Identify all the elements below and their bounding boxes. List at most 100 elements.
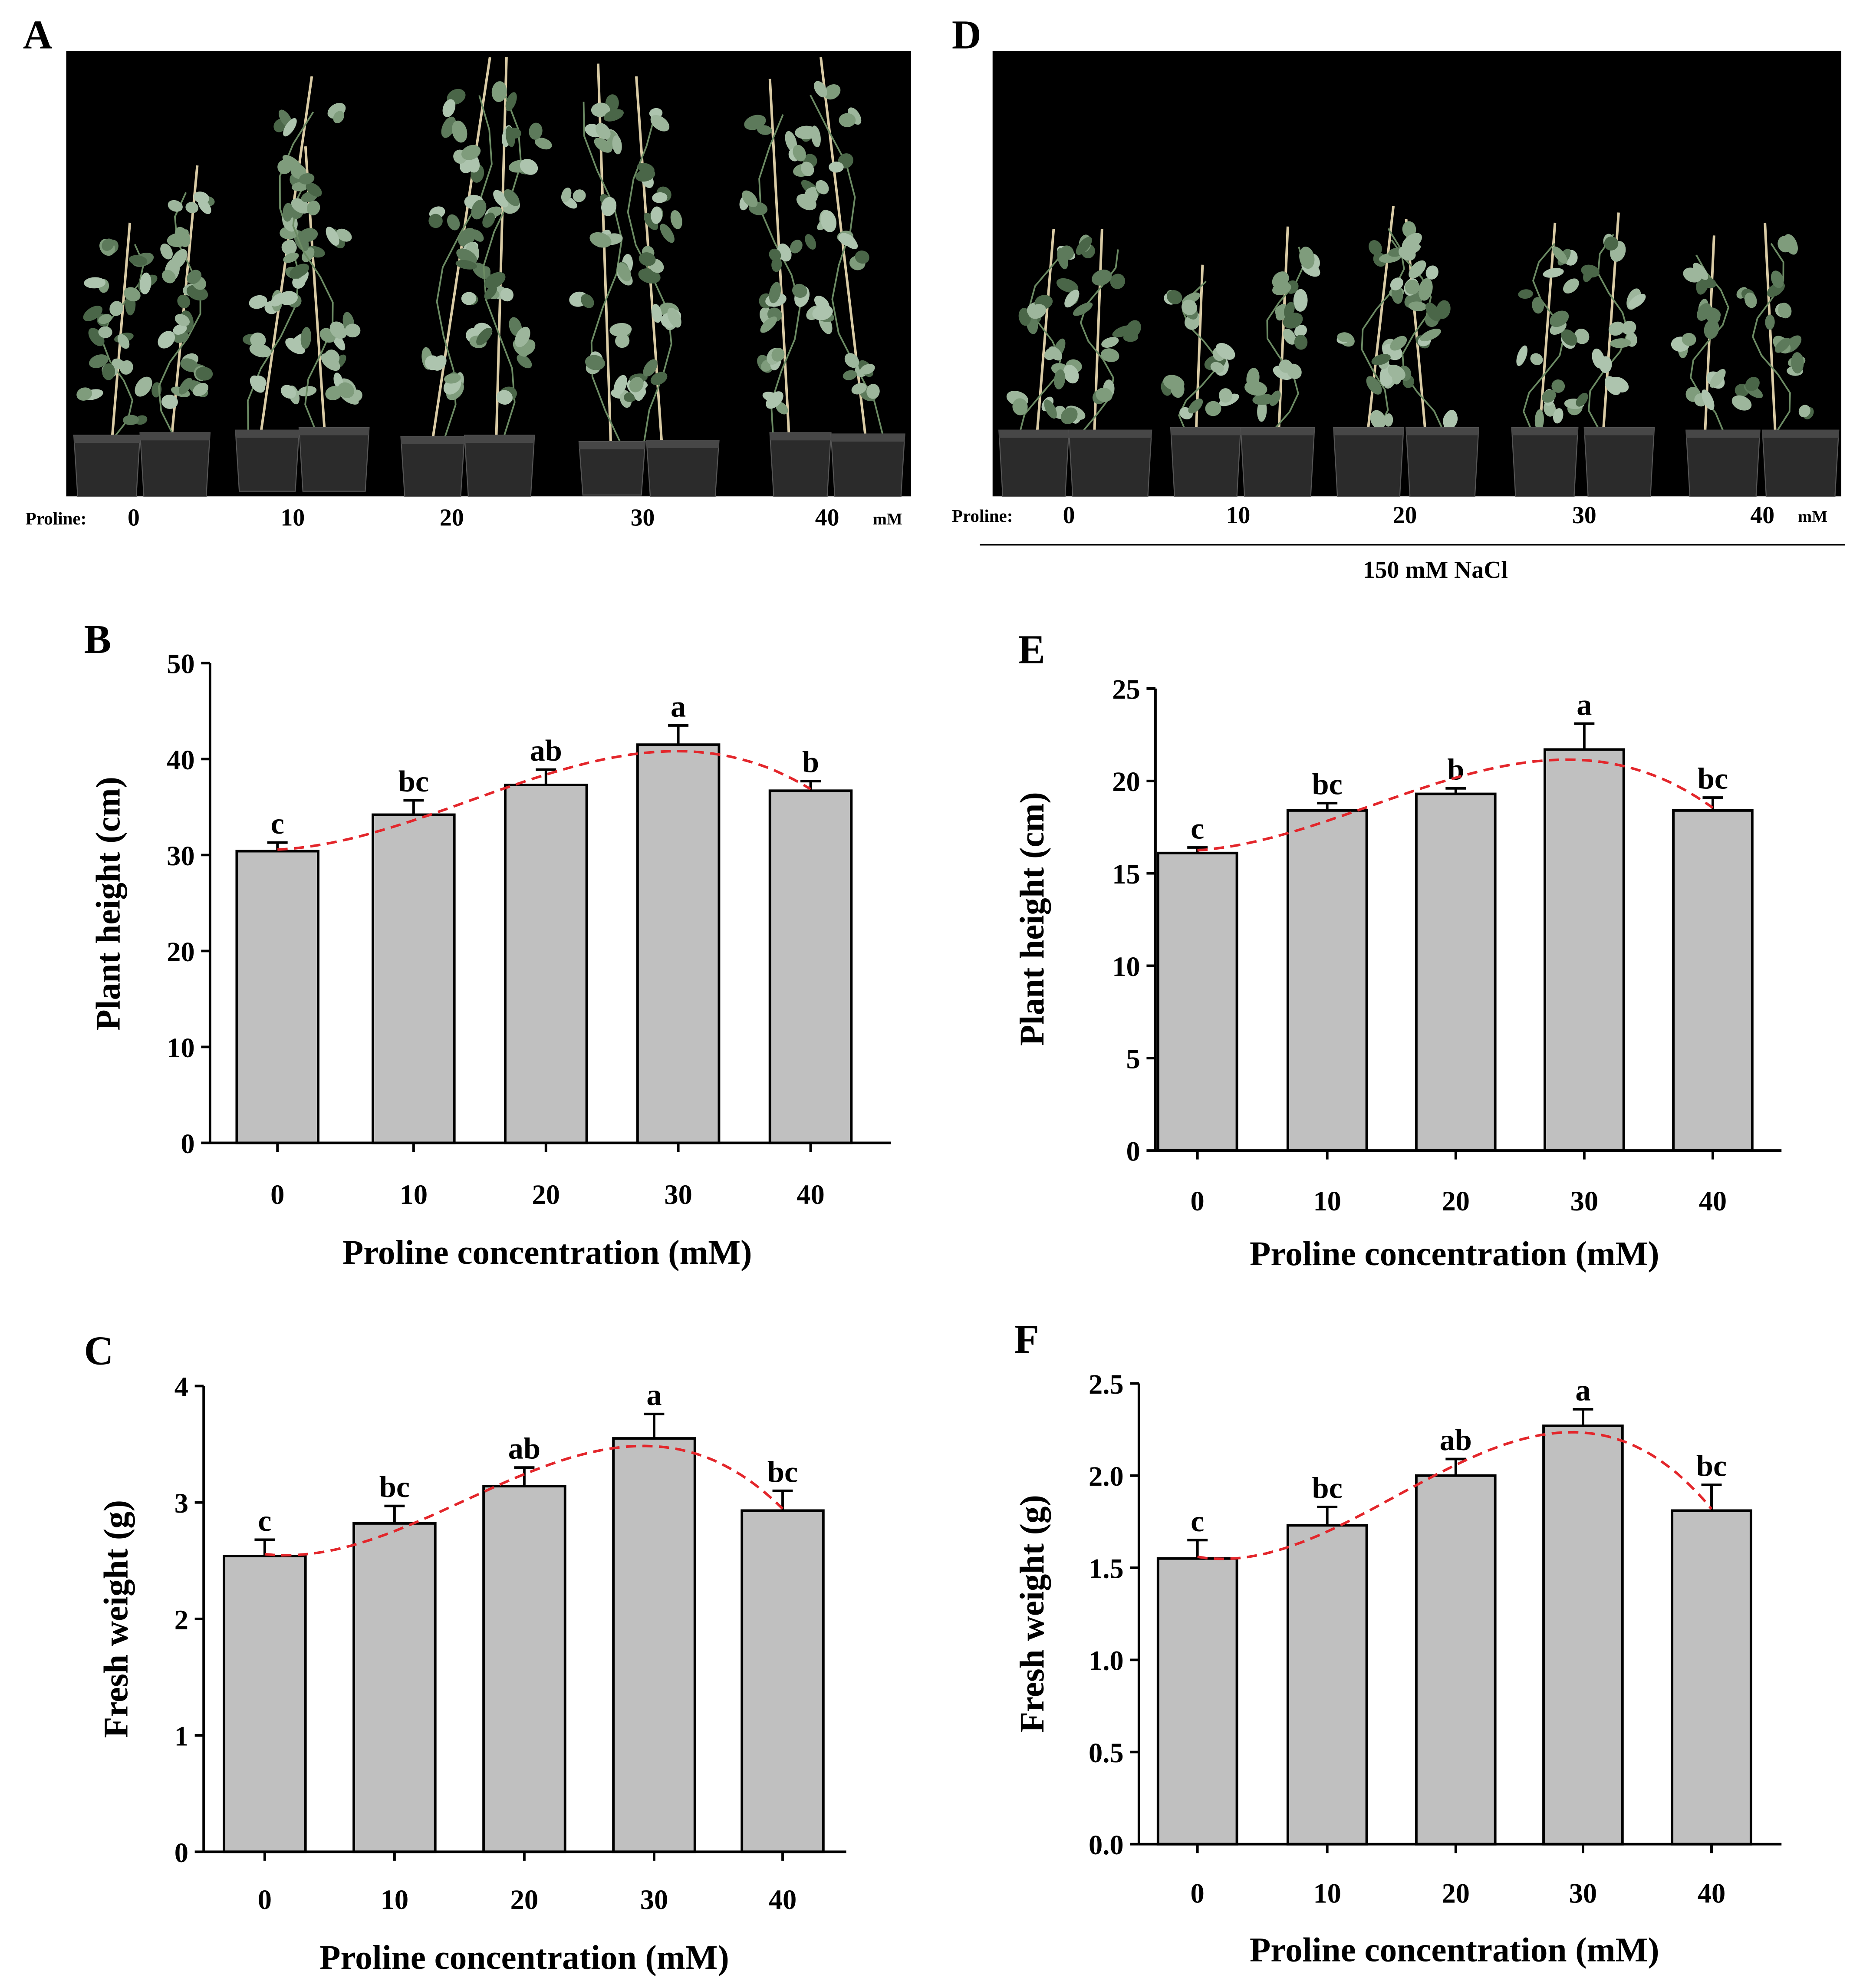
x-tick-label: 20 xyxy=(510,1884,538,1915)
leaf xyxy=(123,415,139,425)
bar-40-mm xyxy=(741,1509,825,1853)
leaf xyxy=(814,81,827,98)
leaf xyxy=(1420,329,1441,342)
leaf xyxy=(124,287,141,302)
x-tick-label: 0 xyxy=(258,1884,272,1915)
leaf xyxy=(1775,337,1791,353)
y-axis-title: Plant height (cm) xyxy=(89,777,128,1031)
leaf xyxy=(187,270,202,284)
y-tick-label: 2 xyxy=(174,1604,188,1635)
leaf xyxy=(455,260,477,270)
leaf xyxy=(635,168,655,182)
vine xyxy=(758,114,801,435)
leaf xyxy=(1745,376,1760,391)
trend-line xyxy=(264,1444,784,1557)
leaf xyxy=(1283,328,1296,345)
leaf xyxy=(102,238,114,251)
leaf xyxy=(160,243,173,260)
plant-pot-rim xyxy=(1333,427,1404,435)
leaf xyxy=(307,200,320,216)
trend-line xyxy=(277,750,811,851)
leaf xyxy=(333,111,344,123)
error-bar-10-mm xyxy=(1317,1506,1338,1526)
significance-label-40-mm: b xyxy=(802,745,819,779)
error-bar-40-mm xyxy=(1702,796,1723,811)
leaf xyxy=(790,240,803,254)
leaf xyxy=(793,145,806,162)
plant-pot-rim xyxy=(464,435,535,443)
plant-pot xyxy=(830,433,905,497)
leaf xyxy=(792,284,807,298)
vine xyxy=(1751,243,1791,431)
leaf xyxy=(482,212,495,228)
leaf xyxy=(1518,289,1533,299)
leaf xyxy=(162,270,176,284)
significance-label-20-mm: ab xyxy=(530,734,562,768)
leaf xyxy=(1064,290,1080,308)
leaf xyxy=(1532,297,1544,314)
leaf xyxy=(860,364,875,375)
leaf xyxy=(1561,329,1577,346)
leaf xyxy=(250,375,265,393)
leaf xyxy=(1279,359,1293,373)
plant-pot xyxy=(1240,427,1315,497)
leaf xyxy=(306,182,322,197)
leaf xyxy=(1369,240,1382,255)
leaf xyxy=(270,293,286,307)
leaf xyxy=(493,190,509,208)
leaf xyxy=(1710,369,1726,388)
x-tick-label: 10 xyxy=(381,1884,408,1915)
leaf xyxy=(1181,300,1197,315)
leaf xyxy=(660,224,675,243)
significance-label-30-mm: a xyxy=(646,1378,662,1412)
leaf xyxy=(742,190,758,208)
chart-panel-f: Fc bc ab a bc 0.0 0.5 1.0 1.5 2.0 2.5 0 10 20 30 40 Prol… xyxy=(1013,1317,1782,1969)
y-tick-label: 20 xyxy=(167,936,194,967)
plant-pot-rim xyxy=(1762,430,1839,438)
leaf xyxy=(760,316,777,333)
leaf xyxy=(804,188,818,203)
x-tick-label: 30 xyxy=(664,1179,692,1210)
leaf xyxy=(1110,274,1126,289)
leaf xyxy=(785,131,797,152)
y-tick-label: 15 xyxy=(1112,859,1140,890)
error-bar-10-mm xyxy=(384,1504,405,1523)
leaf xyxy=(535,138,552,150)
leaf xyxy=(1056,278,1079,293)
leaf xyxy=(174,227,191,247)
leaf xyxy=(250,332,266,348)
leaf xyxy=(1408,301,1427,311)
bar-0-mm xyxy=(1156,1557,1238,1846)
leaf xyxy=(197,198,211,214)
plant-pot-rim xyxy=(299,427,369,435)
leaf xyxy=(829,162,844,173)
concentration-label: 30 xyxy=(631,504,655,531)
leaf xyxy=(1777,236,1792,253)
leaf xyxy=(601,197,617,216)
leaf xyxy=(98,326,112,338)
leaf xyxy=(428,214,443,228)
leaf xyxy=(1610,338,1631,348)
leaf xyxy=(1390,336,1407,351)
leaf xyxy=(651,206,662,224)
y-tick-label: 20 xyxy=(1112,766,1140,797)
significance-label-20-mm: ab xyxy=(508,1432,540,1466)
leaf xyxy=(102,363,115,380)
leaf xyxy=(1366,376,1382,395)
leaf xyxy=(249,295,267,309)
y-tick-label: 2.5 xyxy=(1089,1369,1124,1400)
x-axis-title: Proline concentration (mM) xyxy=(342,1233,752,1272)
leaf xyxy=(1693,263,1708,280)
bar-10-mm xyxy=(1286,1524,1368,1846)
leaf xyxy=(484,286,497,300)
leaf xyxy=(815,180,829,195)
leaf xyxy=(1060,407,1078,424)
error-bar-30-mm xyxy=(1574,722,1595,750)
leaf xyxy=(249,343,272,358)
x-tick-label: 0 xyxy=(1191,1878,1205,1909)
leaf xyxy=(461,145,481,160)
leaf xyxy=(1798,405,1810,418)
leaf xyxy=(573,189,586,202)
leaf xyxy=(195,366,213,381)
